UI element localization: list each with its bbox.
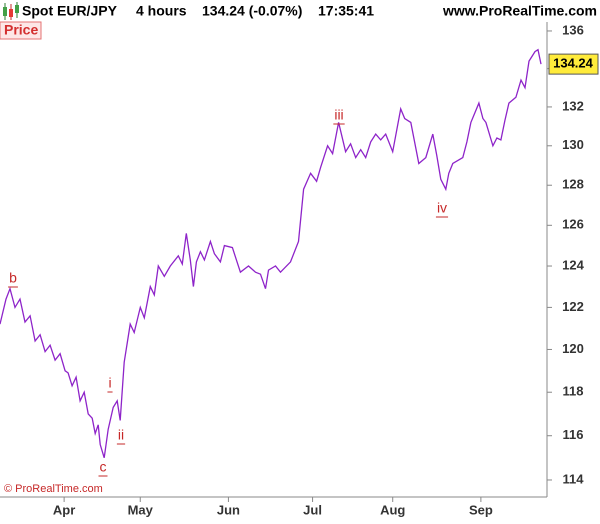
header-icon (3, 2, 19, 20)
y-tick-label: 120 (562, 341, 584, 356)
y-tick-label: 132 (562, 98, 584, 113)
x-tick-label: Sep (469, 502, 493, 517)
y-tick-label: 124 (562, 257, 584, 272)
x-tick-label: Apr (53, 502, 75, 517)
y-tick-label: 114 (563, 471, 585, 486)
panel-label: Price (4, 22, 38, 38)
wave-label: b (9, 270, 17, 286)
x-tick-label: May (128, 502, 154, 517)
price-line (0, 48, 542, 458)
last-price-box (548, 53, 599, 75)
x-tick-label: Aug (380, 502, 405, 517)
y-tick-label: 130 (562, 137, 584, 152)
wave-label: c (100, 459, 107, 475)
time: 17:35:41 (318, 3, 374, 19)
y-tick-label: 128 (562, 177, 584, 192)
wave-label: iv (437, 200, 447, 216)
wave-label: iii (334, 107, 343, 123)
chart-title: Spot EUR/JPY (22, 3, 118, 19)
wave-label: i (108, 375, 111, 391)
wave-label: ii (118, 427, 124, 443)
y-tick-label: 116 (563, 427, 584, 442)
quote: 134.24 (-0.07%) (202, 3, 302, 19)
y-tick-label: 118 (563, 384, 584, 399)
timeframe: 4 hours (136, 3, 187, 19)
y-tick-label: 122 (562, 299, 584, 314)
last-price-label: 134.24 (553, 56, 594, 71)
copyright: © ProRealTime.com (4, 483, 103, 495)
y-tick-label: 126 (562, 217, 584, 232)
x-tick-label: Jun (217, 502, 240, 517)
source: www.ProRealTime.com (442, 3, 597, 19)
y-tick-label: 136 (562, 22, 584, 37)
x-tick-label: Jul (303, 502, 322, 517)
panel-label-box (0, 21, 42, 40)
